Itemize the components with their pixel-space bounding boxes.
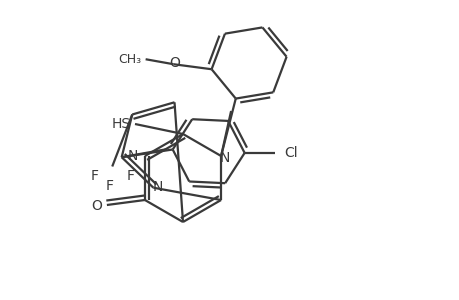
Text: O: O bbox=[169, 56, 179, 70]
Text: N: N bbox=[128, 149, 138, 163]
Text: F: F bbox=[105, 179, 113, 194]
Text: HS: HS bbox=[111, 117, 130, 131]
Text: N: N bbox=[152, 180, 162, 194]
Text: CH₃: CH₃ bbox=[118, 53, 141, 66]
Text: Cl: Cl bbox=[283, 146, 297, 160]
Text: N: N bbox=[219, 151, 230, 165]
Text: F: F bbox=[126, 169, 134, 184]
Text: O: O bbox=[91, 199, 102, 213]
Text: F: F bbox=[90, 169, 98, 184]
